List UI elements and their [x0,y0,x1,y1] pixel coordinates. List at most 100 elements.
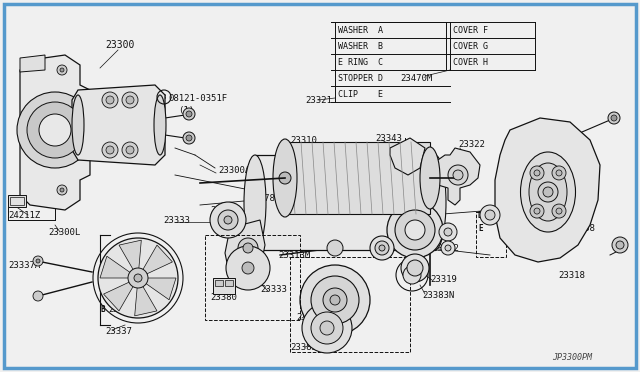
Circle shape [485,210,495,220]
Text: E RING  C: E RING C [338,58,383,67]
Circle shape [226,246,270,290]
Circle shape [441,241,455,255]
Text: H: H [390,218,395,227]
Bar [205,235,300,320]
Polygon shape [100,256,131,278]
Circle shape [379,245,385,251]
Text: CLIP    E: CLIP E [338,90,383,99]
Text: 23383N: 23383N [422,291,454,299]
Polygon shape [495,118,600,262]
Circle shape [445,245,451,251]
Text: COVER G: COVER G [453,42,488,51]
Text: D: D [478,211,483,219]
Text: 23300A: 23300A [218,166,250,174]
Circle shape [126,146,134,154]
Polygon shape [20,55,45,72]
Bar [225,280,233,286]
Text: 23383NA: 23383NA [290,343,328,353]
Circle shape [210,202,246,238]
Circle shape [302,303,352,353]
Circle shape [552,204,566,218]
Circle shape [183,132,195,144]
Circle shape [444,228,452,236]
Circle shape [616,241,624,249]
Circle shape [183,108,195,120]
Circle shape [39,114,71,146]
Circle shape [27,102,83,158]
Circle shape [448,165,468,185]
Text: WASHER  A: WASHER A [338,26,383,35]
Text: 23318: 23318 [558,270,585,279]
Polygon shape [432,148,480,205]
Circle shape [106,96,114,104]
Text: WASHER  B: WASHER B [338,42,383,51]
Ellipse shape [424,155,446,250]
Circle shape [405,220,425,240]
Circle shape [186,135,192,141]
Text: 23380: 23380 [210,294,237,302]
Text: 23333: 23333 [163,215,190,224]
Circle shape [530,204,544,218]
Circle shape [327,240,343,256]
Text: 23337A: 23337A [8,260,40,269]
Circle shape [122,142,138,158]
Polygon shape [20,55,90,210]
Circle shape [370,236,394,260]
Text: 23337: 23337 [105,327,132,337]
Text: A: A [443,225,447,234]
Text: G: G [408,196,413,205]
Circle shape [538,182,558,202]
Ellipse shape [529,163,567,221]
Circle shape [106,146,114,154]
Polygon shape [225,220,265,278]
Circle shape [401,254,429,282]
Bar [213,278,235,294]
Text: B: B [162,94,166,100]
Ellipse shape [154,95,166,155]
Circle shape [243,243,253,253]
Circle shape [98,238,178,318]
Circle shape [407,260,423,276]
Bar [10,197,24,205]
Circle shape [186,111,192,117]
Polygon shape [142,245,172,275]
Text: 23313M: 23313M [278,250,310,260]
Circle shape [57,65,67,75]
Bar [8,195,26,207]
Text: 23300: 23300 [105,40,134,50]
Text: COVER F: COVER F [453,26,488,35]
Circle shape [534,170,540,176]
Text: JP3300PM: JP3300PM [552,353,592,362]
Text: 23343: 23343 [375,134,402,142]
Circle shape [320,321,334,335]
Circle shape [311,276,359,324]
Circle shape [323,288,347,312]
Ellipse shape [420,147,440,209]
Circle shape [36,259,40,263]
Circle shape [395,210,435,250]
Circle shape [57,185,67,195]
Text: COVER H: COVER H [453,58,488,67]
Circle shape [530,166,544,180]
Text: (1): (1) [178,106,194,115]
Polygon shape [134,285,157,316]
Text: E: E [478,224,483,232]
Text: 23322: 23322 [458,140,485,148]
Text: 23312: 23312 [432,244,459,253]
Circle shape [224,216,232,224]
Text: 23357: 23357 [375,241,402,250]
Ellipse shape [244,155,266,250]
Text: 23338: 23338 [568,224,595,232]
Text: C: C [443,241,447,250]
Text: 23379: 23379 [210,205,237,215]
Circle shape [330,295,340,305]
Text: 23378: 23378 [248,193,275,202]
Circle shape [480,205,500,225]
Text: 23470M: 23470M [400,74,432,83]
Circle shape [543,187,553,197]
Text: 23338M: 23338M [108,305,140,314]
Bar [476,212,506,257]
Circle shape [534,208,540,214]
Ellipse shape [520,152,575,232]
Circle shape [218,210,238,230]
